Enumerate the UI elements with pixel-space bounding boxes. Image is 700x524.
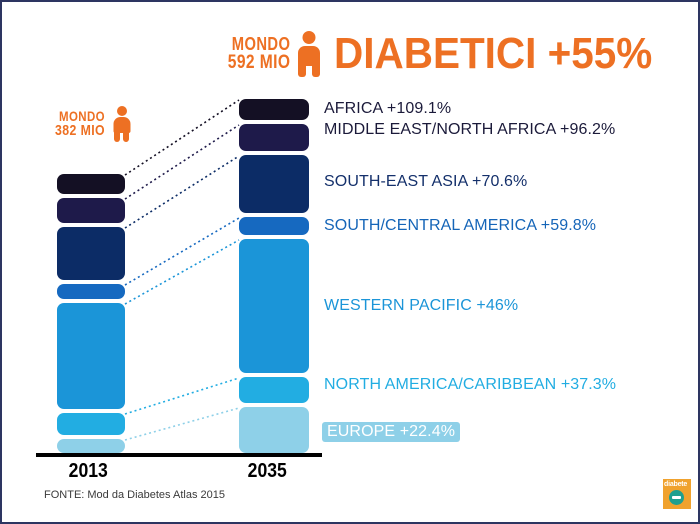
bar-2013-segment-5 bbox=[57, 413, 125, 435]
bar-2013-segment-1 bbox=[57, 198, 125, 223]
person-icon-body bbox=[298, 46, 321, 66]
bar-2013-segment-4 bbox=[57, 303, 125, 409]
connector-line-6 bbox=[124, 407, 240, 441]
world-total-2035-label: MONDO 592 MIO bbox=[227, 33, 291, 73]
region-label-africa: AFRICA +109.1% bbox=[324, 100, 452, 117]
person-icon-small-leg-left bbox=[114, 131, 121, 142]
bar-2035-segment-5 bbox=[239, 377, 309, 403]
region-label-western-pacific: WESTERN PACIFIC +46% bbox=[324, 297, 519, 314]
connector-line-0 bbox=[124, 99, 240, 176]
bar-2035-segment-4 bbox=[239, 239, 309, 373]
connector-line-3 bbox=[124, 217, 240, 286]
page-title: DIABETICI +55% bbox=[334, 29, 653, 78]
world-total-2035-line1: MONDO bbox=[231, 33, 291, 54]
world-total-2013-line2: 382 MIO bbox=[54, 121, 106, 139]
brand-logo-dot bbox=[669, 490, 684, 505]
connector-line-4 bbox=[124, 239, 240, 305]
bar-2035-segment-6 bbox=[239, 407, 309, 453]
region-label-middle-east-north-africa: MIDDLE EAST/NORTH AFRICA +96.2% bbox=[324, 121, 616, 138]
brand-logo-dot-inner bbox=[672, 496, 681, 499]
title-block: MONDO 592 MIO DIABETICI +55% bbox=[214, 26, 680, 82]
person-icon bbox=[296, 31, 322, 77]
axis-label-2013: 2013 bbox=[68, 460, 108, 482]
brand-logo: diabete bbox=[663, 479, 691, 509]
region-label-north-america-caribbean: NORTH AMERICA/CARIBBEAN +37.3% bbox=[324, 376, 617, 393]
brand-logo-text: diabete bbox=[664, 481, 688, 488]
region-label-south-central-america: SOUTH/CENTRAL AMERICA +59.8% bbox=[324, 217, 597, 234]
connector-line-1 bbox=[124, 124, 240, 200]
person-icon-leg-right bbox=[312, 63, 321, 77]
person-icon-leg-left bbox=[298, 63, 307, 77]
bar-2013-segment-0 bbox=[57, 174, 125, 194]
bar-2013-segment-6 bbox=[57, 439, 125, 453]
bar-2035-segment-2 bbox=[239, 155, 309, 213]
bar-2035-segment-3 bbox=[239, 217, 309, 235]
source-note: FONTE: Mod da Diabetes Atlas 2015 bbox=[44, 489, 225, 501]
bar-2013-segment-3 bbox=[57, 284, 125, 299]
region-label-south-east-asia: SOUTH-EAST ASIA +70.6% bbox=[324, 173, 528, 190]
axis-line bbox=[36, 453, 322, 457]
person-icon-small-head bbox=[116, 106, 127, 116]
bar-2013-segment-2 bbox=[57, 227, 125, 280]
connector-line-2 bbox=[124, 155, 240, 229]
axis-label-2035: 2035 bbox=[247, 460, 287, 482]
world-total-2035-line2: 592 MIO bbox=[227, 51, 291, 73]
bar-2035-segment-1 bbox=[239, 124, 309, 151]
bar-2035-segment-0 bbox=[239, 99, 309, 120]
world-total-2013-label: MONDO 382 MIO bbox=[54, 107, 106, 139]
connector-line-5 bbox=[124, 377, 240, 415]
region-label-europe: EUROPE +22.4% bbox=[322, 422, 461, 442]
world-total-2013-line1: MONDO bbox=[58, 107, 106, 124]
person-icon-head bbox=[302, 31, 316, 44]
